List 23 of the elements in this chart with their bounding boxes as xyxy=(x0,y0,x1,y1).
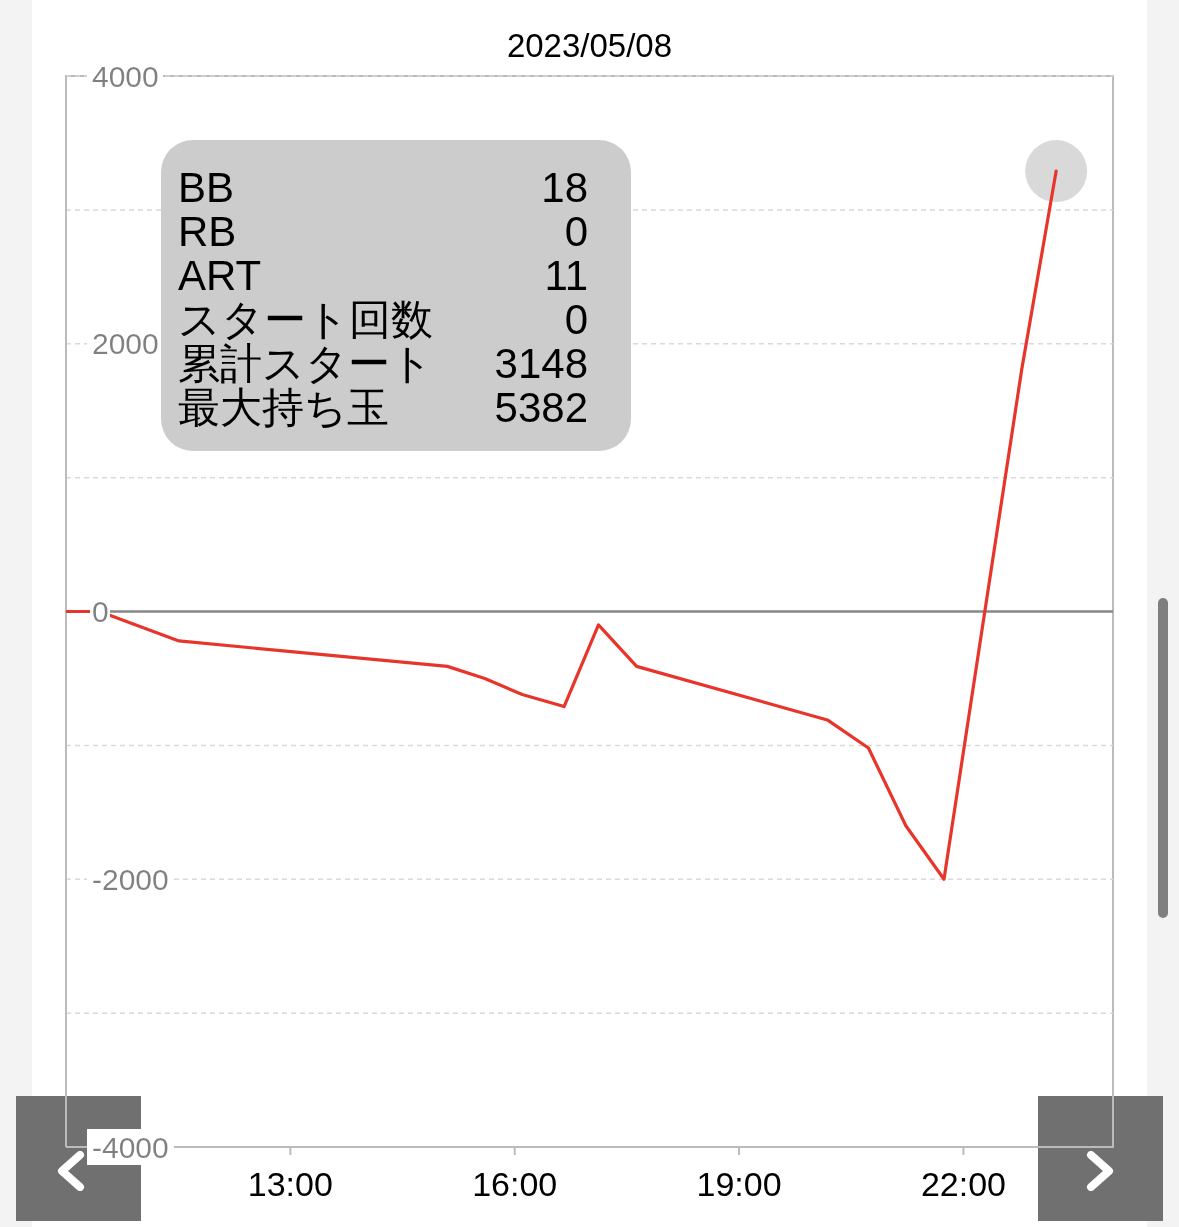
y-tick-label: -2000 xyxy=(92,862,169,896)
x-tick-label: 16:00 xyxy=(472,1165,558,1203)
annotation: ART xyxy=(178,252,262,299)
next-button[interactable] xyxy=(1038,1096,1163,1221)
annotation: 11 xyxy=(544,252,588,299)
y-tick-label: 2000 xyxy=(92,327,159,361)
annotation: 0 xyxy=(564,208,588,255)
chart-title: 2023/05/08 xyxy=(506,27,673,64)
annotation: 0 xyxy=(564,296,588,343)
x-tick-label: 19:00 xyxy=(696,1165,782,1203)
annotation: BB xyxy=(178,164,235,211)
annotation: 18 xyxy=(541,164,588,211)
x-tick-label: 22:00 xyxy=(920,1165,1006,1203)
annotation: RB xyxy=(178,208,237,255)
annotation: スタート回数 xyxy=(178,296,433,343)
annotation: 5382 xyxy=(494,384,588,431)
y-tick-label: 4000 xyxy=(92,59,159,93)
x-tick-label: 13:00 xyxy=(247,1165,333,1203)
y-tick-label: 0 xyxy=(92,595,109,628)
annotation: 累計スタート xyxy=(178,340,433,387)
y-tick-label: -4000 xyxy=(92,1130,169,1164)
annotation: 最大持ち玉 xyxy=(178,384,389,431)
annotation: 3148 xyxy=(494,340,588,387)
